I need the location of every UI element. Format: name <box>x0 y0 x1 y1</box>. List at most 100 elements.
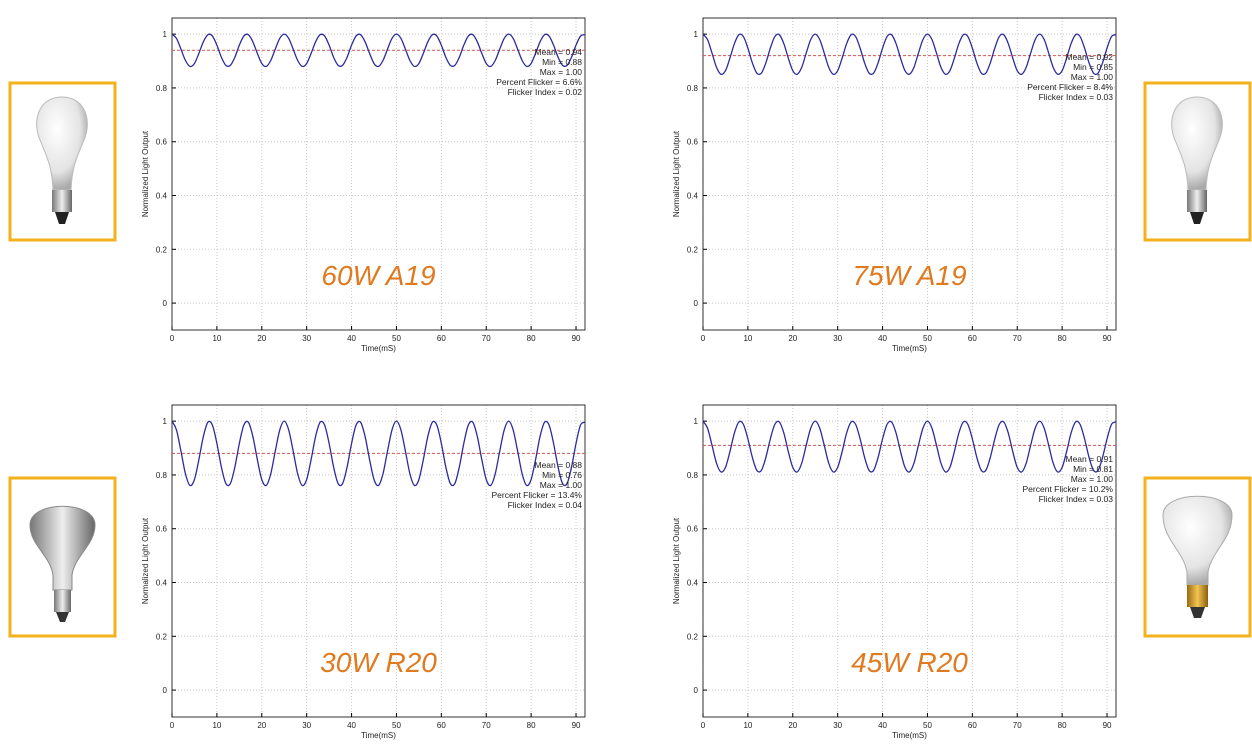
x-tick-label: 60 <box>437 334 446 343</box>
x-tick-label: 30 <box>833 721 842 730</box>
x-tick-label: 50 <box>392 721 401 730</box>
stat-label: Flicker Index = 0.03 <box>1039 494 1114 504</box>
bulb-r20-right <box>1143 476 1252 638</box>
x-axis-label: Time(mS) <box>892 344 927 353</box>
x-tick-label: 60 <box>968 334 977 343</box>
stat-label: Max = 1.00 <box>540 480 583 490</box>
flicker-waveform <box>171 420 586 487</box>
x-tick-label: 40 <box>878 721 887 730</box>
x-tick-label: 70 <box>482 334 491 343</box>
y-axis-label: Normalized Light Output <box>141 130 150 217</box>
bulb-a19-left <box>8 81 117 242</box>
x-tick-label: 70 <box>482 721 491 730</box>
plot-area <box>172 18 585 330</box>
stat-label: Mean = 0.91 <box>1066 454 1114 464</box>
x-axis-label: Time(mS) <box>361 731 396 740</box>
y-tick-label: 0.6 <box>156 138 168 147</box>
x-tick-label: 80 <box>1058 721 1067 730</box>
y-tick-label: 0.6 <box>156 525 168 534</box>
y-tick-label: 1 <box>694 417 699 426</box>
x-tick-label: 20 <box>788 334 797 343</box>
x-tick-label: 30 <box>833 334 842 343</box>
y-tick-label: 0.8 <box>156 471 168 480</box>
x-axis-label: Time(mS) <box>892 731 927 740</box>
x-tick-label: 90 <box>1103 721 1112 730</box>
stat-label: Percent Flicker = 13.4% <box>492 490 583 500</box>
y-tick-label: 0 <box>163 686 168 695</box>
chart-title: 45W R20 <box>851 647 968 678</box>
plot-area <box>703 18 1116 330</box>
x-tick-label: 50 <box>923 334 932 343</box>
x-tick-label: 60 <box>437 721 446 730</box>
x-tick-label: 20 <box>257 334 266 343</box>
y-tick-label: 0.2 <box>156 245 168 254</box>
x-tick-label: 30 <box>302 721 311 730</box>
stat-label: Percent Flicker = 8.4% <box>1027 82 1113 92</box>
x-tick-label: 10 <box>212 721 221 730</box>
plot-area <box>703 405 1116 717</box>
x-tick-label: 50 <box>392 334 401 343</box>
y-tick-label: 0.6 <box>687 525 699 534</box>
y-tick-label: 1 <box>163 417 168 426</box>
x-tick-label: 20 <box>257 721 266 730</box>
y-tick-label: 0.2 <box>687 245 699 254</box>
y-tick-label: 0.4 <box>156 579 168 588</box>
y-axis-label: Normalized Light Output <box>141 517 150 604</box>
x-tick-label: 0 <box>170 721 175 730</box>
stat-label: Mean = 0.94 <box>535 47 583 57</box>
x-tick-label: 0 <box>170 334 175 343</box>
stat-label: Mean = 0.92 <box>1066 52 1114 62</box>
x-tick-label: 50 <box>923 721 932 730</box>
x-tick-label: 80 <box>1058 334 1067 343</box>
plot-frame <box>702 404 1117 718</box>
x-tick-label: 10 <box>743 721 752 730</box>
y-tick-label: 0 <box>694 299 699 308</box>
bulb-r20-left <box>8 476 117 638</box>
x-tick-label: 80 <box>527 334 536 343</box>
flicker-waveform <box>171 33 586 68</box>
x-tick-label: 80 <box>527 721 536 730</box>
y-tick-label: 0.8 <box>156 84 168 93</box>
y-tick-label: 0.4 <box>687 579 699 588</box>
stat-label: Max = 1.00 <box>1071 72 1114 82</box>
y-tick-label: 0 <box>163 299 168 308</box>
flicker-waveform <box>702 33 1117 76</box>
chart-title: 75W A19 <box>852 260 966 291</box>
x-tick-label: 90 <box>572 334 581 343</box>
y-tick-label: 0.2 <box>156 632 168 641</box>
x-axis-label: Time(mS) <box>361 344 396 353</box>
plot-frame <box>702 17 1117 331</box>
stat-label: Flicker Index = 0.02 <box>508 87 583 97</box>
stat-label: Min = 0.88 <box>542 57 582 67</box>
y-tick-label: 0.8 <box>687 471 699 480</box>
y-tick-label: 1 <box>694 30 699 39</box>
x-tick-label: 70 <box>1013 721 1022 730</box>
chart-title: 60W A19 <box>321 260 435 291</box>
y-tick-label: 0.4 <box>687 192 699 201</box>
y-tick-label: 0.4 <box>156 192 168 201</box>
bulb-a19-right <box>1143 81 1252 242</box>
y-tick-label: 1 <box>163 30 168 39</box>
y-tick-label: 0.6 <box>687 138 699 147</box>
x-tick-label: 20 <box>788 721 797 730</box>
plot-frame <box>171 17 586 331</box>
y-tick-label: 0.2 <box>687 632 699 641</box>
y-axis-label: Normalized Light Output <box>672 130 681 217</box>
stat-label: Max = 1.00 <box>540 67 583 77</box>
x-tick-label: 40 <box>347 334 356 343</box>
x-tick-label: 60 <box>968 721 977 730</box>
stat-label: Min = 0.76 <box>542 470 582 480</box>
x-tick-label: 90 <box>572 721 581 730</box>
y-tick-label: 0 <box>694 686 699 695</box>
x-tick-label: 0 <box>701 334 706 343</box>
x-tick-label: 40 <box>347 721 356 730</box>
stat-label: Percent Flicker = 6.6% <box>496 77 582 87</box>
y-tick-label: 0.8 <box>687 84 699 93</box>
flicker-waveform <box>702 420 1117 473</box>
chart-title: 30W R20 <box>320 647 437 678</box>
